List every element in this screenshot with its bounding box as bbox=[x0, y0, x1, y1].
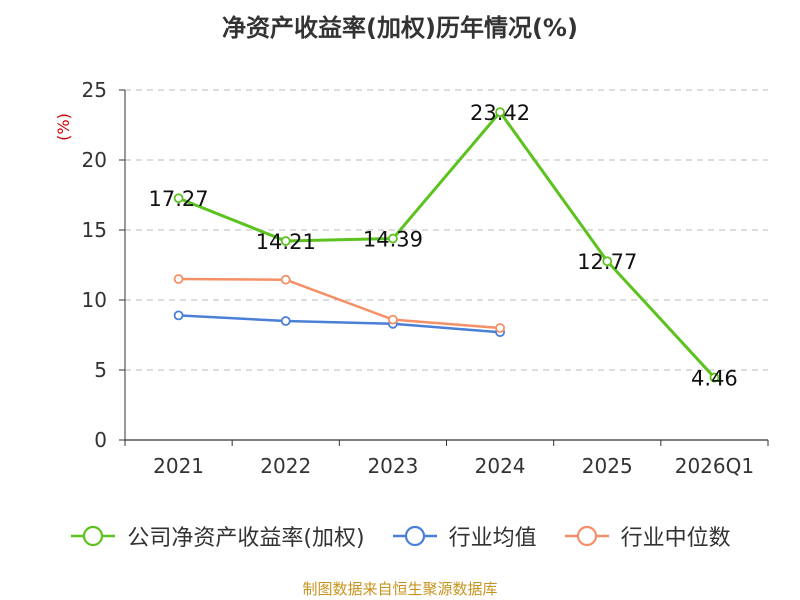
legend-marker-icon bbox=[392, 525, 437, 547]
y-tick-label: 5 bbox=[94, 358, 107, 382]
data-label: 17.27 bbox=[149, 187, 209, 211]
data-point[interactable] bbox=[173, 274, 184, 284]
y-tick-label: 25 bbox=[82, 78, 107, 102]
legend-marker-icon bbox=[564, 525, 609, 547]
y-tick-label: 0 bbox=[94, 428, 107, 452]
data-label: 14.39 bbox=[363, 228, 423, 252]
data-point[interactable] bbox=[173, 193, 184, 204]
data-point[interactable] bbox=[495, 323, 505, 333]
label-layer: 17.27 14.21 14.39 23.42 12.77 4.46 bbox=[149, 101, 738, 390]
x-tick-label: 2022 bbox=[260, 454, 311, 478]
data-point[interactable] bbox=[280, 316, 291, 326]
data-point[interactable] bbox=[173, 310, 184, 321]
legend-label: 行业中位数 bbox=[620, 526, 731, 551]
chart-title: 净资产收益率(加权)历年情况(%) bbox=[222, 14, 578, 42]
x-tick-label: 2025 bbox=[582, 454, 633, 478]
legend-item[interactable]: 公司净资产收益率(加权) bbox=[69, 520, 365, 552]
x-tick-label: 2024 bbox=[475, 454, 526, 478]
data-label: 23.42 bbox=[470, 101, 530, 125]
series-line-1 bbox=[178, 314, 501, 334]
data-point[interactable] bbox=[602, 256, 613, 267]
data-label: 12.77 bbox=[577, 250, 637, 274]
legend-label: 公司净资产收益率(加权) bbox=[127, 526, 365, 551]
y-axis-unit-label: (%) bbox=[54, 113, 73, 141]
series-layer bbox=[173, 107, 720, 383]
series-line-0 bbox=[178, 110, 716, 379]
data-point[interactable] bbox=[709, 372, 720, 383]
grid-layer bbox=[125, 89, 768, 371]
legend-marker-icon bbox=[71, 525, 116, 547]
data-point[interactable] bbox=[495, 107, 505, 118]
legend-item[interactable]: 行业均值 bbox=[391, 520, 537, 552]
y-tick-label: 10 bbox=[82, 288, 107, 312]
legend: 公司净资产收益率(加权) 行业均值 行业中位数 bbox=[0, 520, 800, 552]
x-tick-label: 2026Q1 bbox=[675, 454, 754, 478]
series-line-2 bbox=[178, 277, 501, 330]
legend-item[interactable]: 行业中位数 bbox=[563, 520, 731, 552]
data-point[interactable] bbox=[388, 233, 398, 244]
source-note: 制图数据来自恒生聚源数据库 bbox=[302, 580, 498, 598]
legend-label: 行业均值 bbox=[448, 526, 537, 551]
x-tick-label: 2021 bbox=[153, 454, 204, 478]
data-point[interactable] bbox=[280, 236, 291, 246]
y-tick-label: 20 bbox=[82, 148, 107, 172]
data-label: 4.46 bbox=[691, 367, 738, 391]
x-tick-label: 2023 bbox=[367, 454, 418, 478]
data-label: 14.21 bbox=[256, 230, 316, 254]
y-tick-label: 15 bbox=[82, 218, 107, 242]
data-point[interactable] bbox=[280, 274, 291, 285]
data-point[interactable] bbox=[388, 314, 398, 325]
